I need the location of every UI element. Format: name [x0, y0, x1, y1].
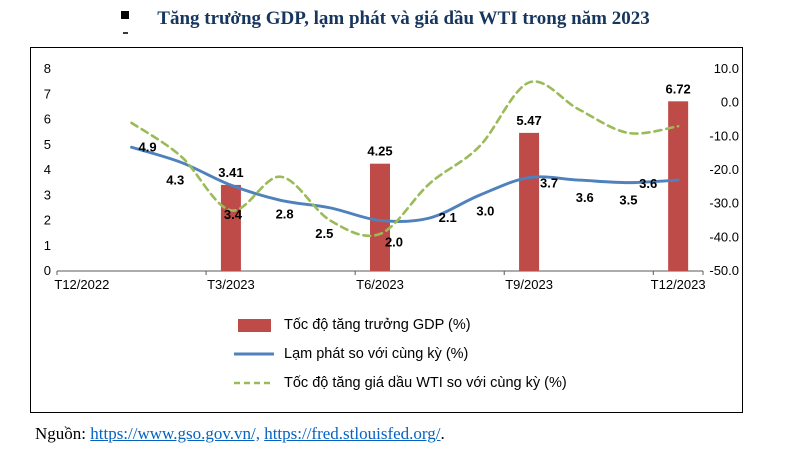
gdp-bar-label: 3.41 [218, 165, 243, 180]
x-axis-tick-label: T12/2022 [54, 277, 109, 292]
x-axis-tick-label: T9/2023 [505, 277, 553, 292]
legend-item: Tốc độ tăng trưởng GDP (%) [234, 314, 567, 336]
title-bullet-icon [121, 11, 129, 19]
legend-item: Lạm phát so với cùng kỳ (%) [234, 343, 567, 365]
left-axis-tick-label: 4 [44, 162, 51, 177]
source-suffix: . [440, 424, 445, 443]
inflation-point-label: 2.0 [385, 235, 403, 250]
left-axis-tick-label: 5 [44, 137, 51, 152]
gdp-bar-label: 4.25 [367, 144, 392, 159]
source-line: Nguồn: https://www.gso.gov.vn/, https://… [35, 424, 445, 444]
x-axis-tick-label: T3/2023 [207, 277, 255, 292]
inflation-line [130, 145, 680, 224]
left-axis-tick-label: 3 [44, 187, 51, 202]
right-axis-tick-label: -40.0 [709, 229, 739, 244]
source-prefix: Nguồn: [35, 424, 86, 443]
wti-line [130, 80, 680, 238]
inflation-point-label: 3.6 [576, 190, 594, 205]
inflation-point-label: 3.5 [619, 193, 637, 208]
x-axis-tick-label: T12/2023 [651, 277, 706, 292]
left-axis-tick-label: 1 [44, 238, 51, 253]
legend-bar-swatch [234, 318, 274, 332]
title-dash-icon [123, 32, 128, 34]
inflation-point-label: 3.0 [476, 203, 494, 218]
chart-container: 0 1 2 3 4 5 6 7 8 10.0 0.0 -10.0 -20.0 -30.0 -40.0 -50.… [30, 47, 743, 413]
left-axis-tick-label: 6 [44, 112, 51, 127]
inflation-point-label: 2.5 [315, 226, 333, 241]
right-axis-tick-label: 0.0 [721, 95, 739, 110]
inflation-point-label: 2.1 [439, 210, 457, 225]
legend-item: Tốc độ tăng giá dầu WTI so với cùng kỳ (… [234, 372, 567, 394]
inflation-point-label: 3.6 [639, 176, 657, 191]
left-axis-tick-label: 0 [44, 263, 51, 278]
inflation-point-label: 2.8 [276, 206, 294, 221]
gdp-bar [220, 184, 241, 271]
legend-label: Tốc độ tăng trưởng GDP (%) [284, 317, 471, 333]
gso-link[interactable]: https://www.gso.gov.vn/, [90, 424, 260, 443]
left-axis-tick-label: 7 [44, 86, 51, 101]
gdp-bar-label: 5.47 [516, 113, 541, 128]
left-axis-tick-label: 8 [44, 61, 51, 76]
right-axis-tick-label: -10.0 [709, 128, 739, 143]
gdp-bar-label: 6.72 [665, 81, 690, 96]
legend-line-swatch [234, 351, 274, 357]
gdp-bar [370, 163, 390, 271]
right-axis-tick-label: -50.0 [709, 263, 739, 278]
legend-label: Lạm phát so với cùng kỳ (%) [284, 346, 469, 362]
inflation-point-label: 3.7 [540, 176, 558, 191]
right-axis-tick-label: 10.0 [714, 61, 739, 76]
gdp-bar [519, 132, 540, 271]
inflation-point-label: 3.4 [224, 207, 243, 222]
inflation-point-label: 4.9 [138, 139, 156, 154]
right-axis-tick-label: -20.0 [709, 162, 739, 177]
chart-legend: Tốc độ tăng trưởng GDP (%) Lạm phát so vớ… [234, 314, 567, 401]
legend-label: Tốc độ tăng giá dầu WTI so với cùng kỳ (… [284, 375, 567, 391]
right-axis-tick-label: -30.0 [709, 196, 739, 211]
x-axis-tick-label: T6/2023 [356, 277, 404, 292]
chart-title: Tăng trưởng GDP, lạm phát và giá dầu WTI… [157, 8, 650, 29]
legend-dashed-line-swatch [234, 380, 274, 386]
combo-chart: 0 1 2 3 4 5 6 7 8 10.0 0.0 -10.0 -20.0 -30.0 -40.0 -50.… [44, 61, 739, 292]
inflation-point-label: 4.3 [166, 172, 184, 187]
left-axis-tick-label: 2 [44, 213, 51, 228]
gdp-bar [668, 101, 689, 271]
fred-link[interactable]: https://fred.stlouisfed.org/ [264, 424, 441, 443]
